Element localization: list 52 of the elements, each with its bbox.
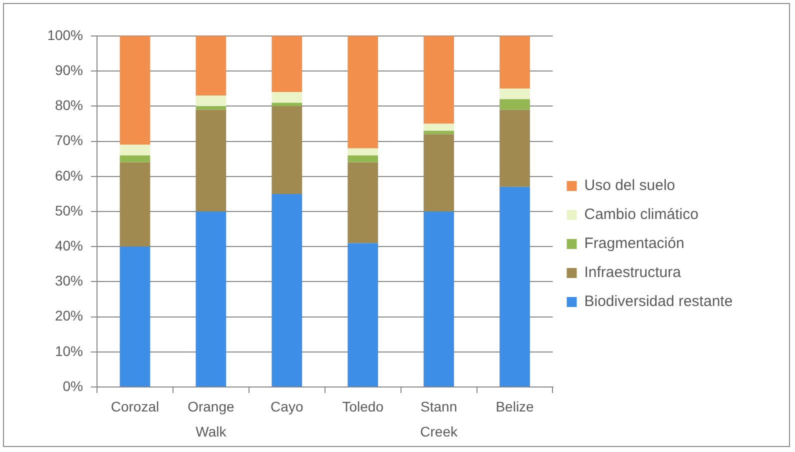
y-tick-label: 20% [54, 308, 83, 324]
y-tick-label: 60% [54, 167, 83, 184]
x-tick-label: Stann Creek [420, 398, 458, 440]
bar [348, 162, 378, 244]
bar [120, 155, 150, 162]
bar [348, 155, 378, 162]
y-tick-label: 90% [54, 62, 83, 78]
bar [424, 134, 454, 212]
y-tick-label: 70% [54, 132, 83, 148]
bar [120, 246, 150, 386]
bar [348, 148, 378, 156]
bar [272, 194, 302, 386]
bar [424, 212, 454, 386]
bar [196, 212, 226, 386]
y-tick-label: 100% [47, 26, 83, 43]
y-tick-label: 40% [54, 237, 83, 254]
y-tick-label: 80% [54, 97, 83, 114]
y-tick-label: 50% [54, 202, 83, 218]
bar [424, 36, 454, 124]
bar [120, 162, 150, 247]
bar [196, 106, 226, 110]
bar [500, 36, 530, 89]
legend-label: Fragmentación [584, 235, 684, 252]
bar [500, 99, 530, 110]
bar [348, 36, 378, 148]
bar [196, 110, 226, 212]
bar [348, 243, 378, 386]
bar [120, 36, 150, 145]
bar [272, 106, 302, 194]
bar [500, 186, 530, 386]
bar [196, 36, 226, 96]
y-tick-label: 0% [62, 378, 83, 394]
legend-label: Biodiversidad restante [584, 293, 733, 310]
y-tick-label: 30% [54, 272, 83, 289]
legend-label: Infraestructura [584, 264, 682, 282]
x-tick-label: Belize [496, 398, 534, 414]
legend-label: Cambio climático [584, 206, 698, 224]
y-tick-label: 10% [54, 342, 83, 359]
x-tick-label: Corozal [110, 398, 160, 414]
bar [500, 110, 530, 187]
x-tick-label: Orange Walk [188, 398, 234, 440]
bar [424, 124, 454, 131]
x-tick-label: Cayo [270, 398, 304, 414]
legend-label: Uso del suelo [584, 177, 676, 194]
bar [272, 102, 302, 106]
bar [424, 130, 454, 134]
bar [120, 144, 150, 156]
bar [272, 36, 302, 92]
bar [272, 92, 302, 103]
bar [196, 96, 226, 106]
x-tick-label: Toledo [342, 398, 384, 414]
bar [500, 88, 530, 100]
